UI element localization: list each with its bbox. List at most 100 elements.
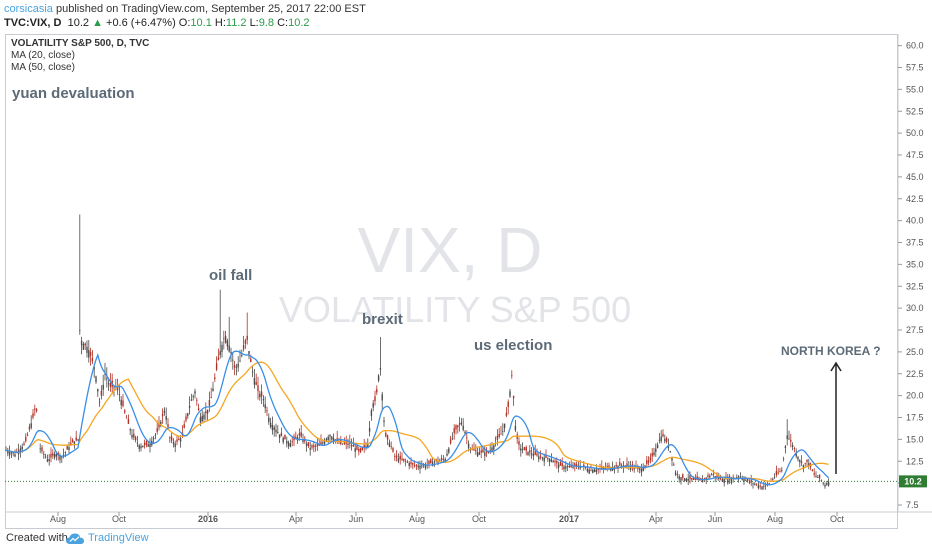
candle-body	[399, 455, 401, 460]
candle-body	[521, 449, 524, 451]
candle-body	[721, 478, 724, 482]
candle-body	[491, 447, 493, 451]
candle-body	[379, 368, 382, 370]
candle-body	[608, 465, 610, 468]
legend-ma20[interactable]: MA (20, close)	[11, 50, 75, 61]
candle-body	[196, 399, 198, 401]
candle-body	[156, 428, 158, 432]
candle-body	[138, 445, 140, 449]
change-arrow-icon: ▲	[92, 17, 103, 29]
candle-body	[505, 412, 508, 416]
candle-body	[797, 456, 799, 460]
candle-body	[52, 453, 54, 456]
candle-body	[354, 448, 356, 452]
candle-body	[705, 477, 707, 480]
candle-body	[527, 451, 529, 455]
candle-body	[665, 437, 668, 442]
candle-body	[104, 373, 106, 375]
time-axis[interactable]: Aug Oct 2016 Apr Jun Aug Oct 2017 Apr Jun Aug Oct	[50, 512, 845, 524]
y-tick-label: 32.5	[906, 281, 924, 291]
candle-body	[224, 335, 227, 343]
candle-body	[311, 445, 313, 448]
candle-body	[43, 453, 45, 455]
candle-body	[779, 470, 781, 472]
candle-body	[498, 433, 500, 437]
candle-body	[374, 396, 376, 402]
annotation-brexit: brexit	[362, 311, 403, 328]
y-tick-label: 25.0	[906, 347, 924, 357]
candle-body	[552, 460, 554, 463]
candle-body	[541, 457, 544, 459]
candle-body	[314, 446, 317, 447]
candle-body	[557, 464, 560, 468]
candle-body	[325, 438, 328, 442]
candle-body	[176, 439, 178, 442]
candle-body	[748, 481, 751, 483]
candle-body	[529, 450, 531, 453]
candle-body	[532, 453, 535, 456]
candle-body	[174, 443, 176, 447]
candle-body	[682, 474, 684, 479]
candle-body	[237, 363, 239, 368]
candle-body	[626, 463, 628, 466]
candle-body	[602, 467, 605, 469]
legend-ma50[interactable]: MA (50, close)	[11, 62, 75, 73]
candle-body	[109, 383, 112, 387]
candle-body	[692, 477, 695, 480]
candle-body	[655, 448, 657, 452]
candle-body	[370, 410, 373, 416]
candle-body	[788, 438, 790, 440]
candle-body	[172, 442, 175, 444]
candle-body	[588, 469, 590, 474]
y-tick-label: 7.5	[906, 500, 919, 510]
candle-body	[352, 444, 355, 447]
candle-body	[154, 434, 157, 436]
candle-body	[192, 395, 194, 397]
candle-body	[572, 466, 574, 468]
candle-body	[424, 465, 427, 469]
candle-body	[496, 435, 499, 440]
annotation-yuan: yuan devaluation	[12, 85, 135, 102]
candle-body	[451, 438, 454, 439]
candle-body	[455, 425, 457, 430]
y-tick-label: 27.5	[906, 325, 924, 335]
candle-body	[520, 448, 522, 451]
price-axis[interactable]: 60.0 57.5 55.0 52.5 50.0 47.5 45.0 42.5 40.0 37.5…	[898, 41, 924, 510]
candle-body	[793, 448, 796, 449]
candle-body	[444, 458, 446, 462]
candle-body	[777, 472, 779, 474]
y-tick-label: 42.5	[906, 194, 924, 204]
candle-body	[415, 465, 418, 466]
last-price-badge-text: 10.2	[904, 476, 922, 486]
tradingview-link[interactable]: TradingView	[88, 532, 149, 544]
candle-body	[26, 434, 29, 436]
candle-body	[210, 397, 212, 399]
candle-body	[383, 420, 385, 422]
candle-body	[163, 410, 166, 414]
candle-body	[584, 467, 587, 469]
y-tick-label: 40.0	[906, 216, 924, 226]
candle-body	[457, 425, 459, 428]
candle-body	[545, 454, 547, 458]
candle-body	[466, 437, 468, 439]
annotation-korea: NORTH KOREA ?	[781, 344, 881, 358]
author-link[interactable]: corsicasia	[4, 3, 53, 15]
candle-body	[448, 448, 450, 453]
x-tick-label: 2017	[559, 514, 579, 524]
candle-body	[755, 483, 758, 485]
candle-body	[442, 459, 445, 461]
candle-body	[73, 441, 76, 446]
candle-body	[23, 443, 25, 445]
candle-body	[446, 453, 448, 456]
candle-body	[507, 401, 509, 407]
candle-body	[538, 456, 540, 460]
candle-body	[685, 478, 688, 482]
y-tick-label: 30.0	[906, 303, 924, 313]
low-value: 9.8	[258, 17, 275, 29]
candle-body	[233, 365, 236, 368]
candle-body	[394, 456, 396, 458]
annotation-election: us election	[474, 337, 552, 354]
candle-body	[406, 461, 409, 463]
candle-body	[205, 411, 207, 414]
